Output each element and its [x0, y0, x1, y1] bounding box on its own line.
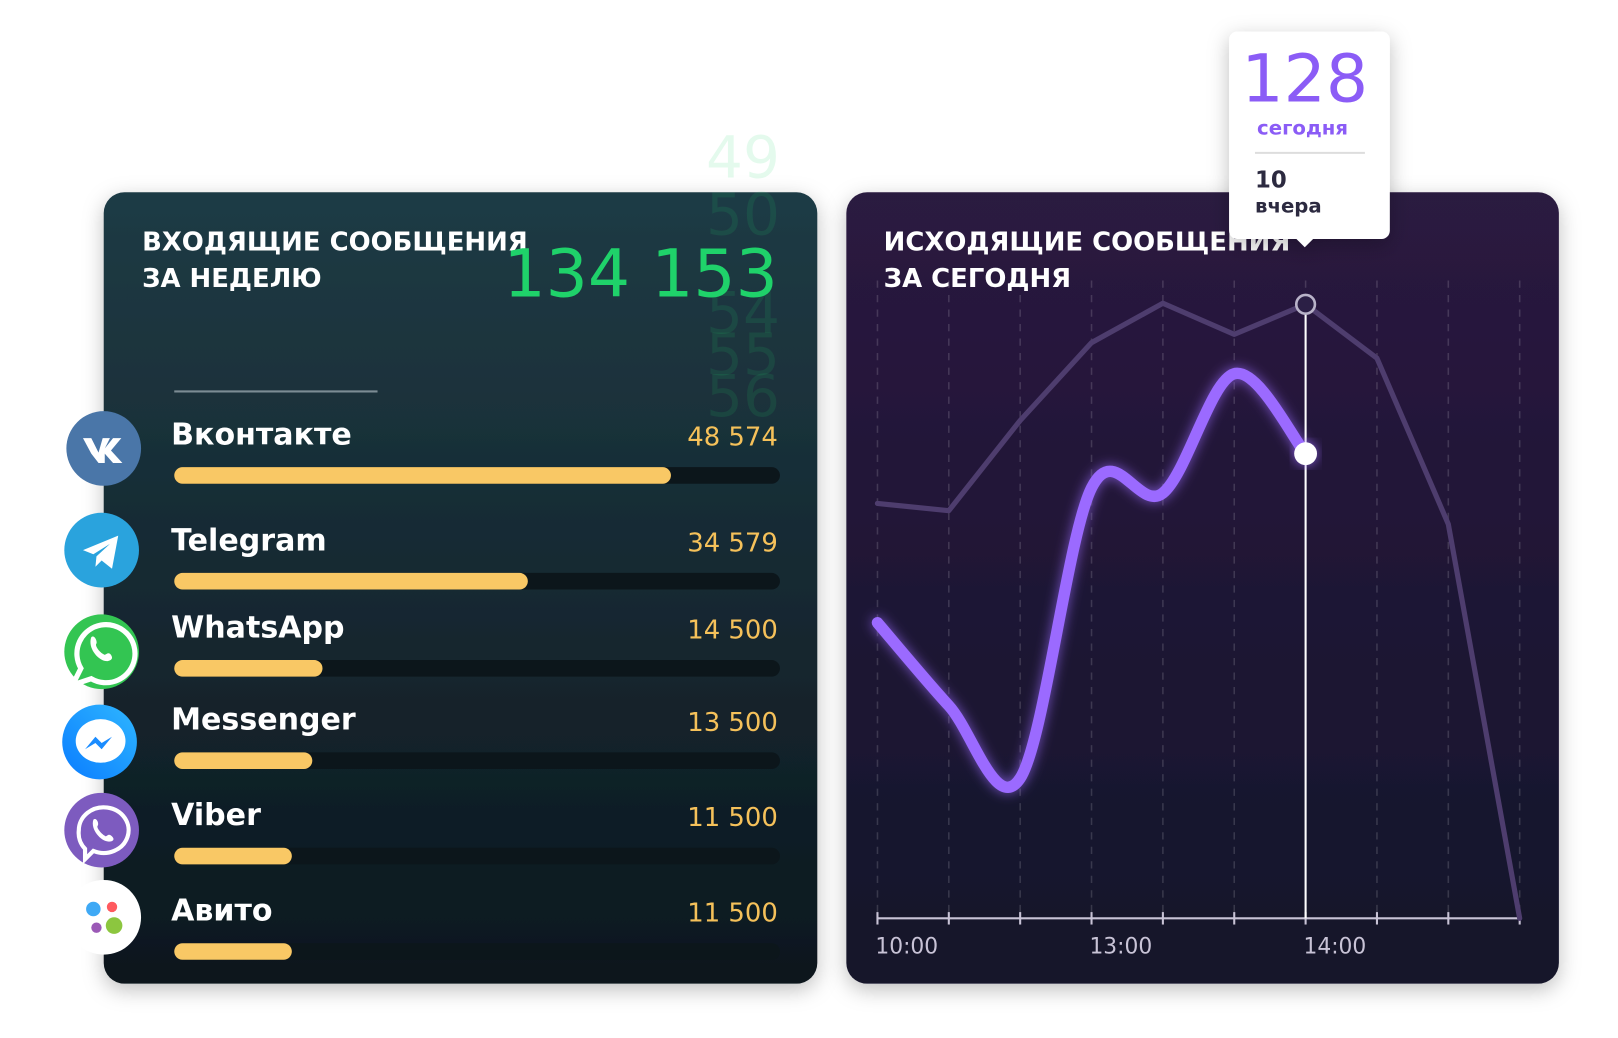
x-tick-label: 14:00 [1304, 934, 1367, 959]
counter-roll-digit: 56 [706, 362, 780, 430]
vk-icon [66, 411, 142, 486]
channel-value: 34 579 [687, 528, 778, 558]
bar [174, 752, 313, 769]
messenger-icon [62, 704, 137, 780]
x-tick-label: 13:00 [1089, 934, 1152, 959]
bar [174, 572, 528, 590]
channel-value: 48 574 [687, 423, 778, 453]
channel-name: WhatsApp [171, 610, 344, 645]
tooltip-yesterday-label: вчера [1255, 194, 1322, 217]
tooltip-yesterday-value: 10 [1255, 167, 1287, 193]
bar [174, 467, 671, 484]
avito-icon [66, 879, 142, 955]
channel-name: Viber [171, 798, 261, 833]
bar-track [174, 660, 780, 677]
whatsapp-icon [64, 614, 139, 690]
hover-point-yesterday [1294, 293, 1317, 315]
channel-value: 14 500 [687, 616, 778, 646]
counter-roll-digit: 55 [706, 320, 780, 388]
yesterday-line [874, 300, 1523, 921]
bar [174, 847, 292, 865]
bar [174, 660, 323, 677]
tooltip-today-label: сегодня [1257, 117, 1348, 140]
total-count: 134 153 [503, 234, 777, 312]
tooltip [1229, 31, 1390, 248]
channel-value: 11 500 [687, 803, 778, 833]
channel-value: 13 500 [687, 708, 778, 738]
channel-value: 11 500 [687, 899, 778, 929]
bar-track [174, 943, 780, 960]
channel-name: Авито [171, 894, 272, 929]
counter-roll-digit: 49 [706, 123, 780, 191]
channel-name: Messenger [171, 703, 356, 738]
channel-name: Telegram [171, 523, 327, 558]
card-title: ЗА НЕДЕЛЮ [142, 264, 322, 294]
bar [174, 943, 292, 960]
x-tick-label: 10:00 [875, 934, 938, 959]
outgoing-card [846, 192, 1559, 984]
counter-roll-digit: 54 [706, 279, 780, 347]
card-title: ЗА СЕГОДНЯ [884, 264, 1071, 294]
hover-point-today [1294, 442, 1318, 466]
counter-roll-digit: 50 [706, 180, 780, 248]
tooltip-today-value: 128 [1241, 39, 1368, 117]
viber-icon [64, 792, 139, 868]
telegram-icon [64, 512, 139, 588]
bar-track [174, 847, 780, 865]
bar-track [174, 752, 780, 769]
card-title: ВХОДЯЩИЕ СООБЩЕНИЯ [142, 228, 528, 258]
today-line [871, 368, 1312, 793]
channel-name: Вконтакте [171, 418, 352, 453]
card-title: ИСХОДЯЩИЕ СООБЩЕНИЯ [884, 228, 1291, 258]
